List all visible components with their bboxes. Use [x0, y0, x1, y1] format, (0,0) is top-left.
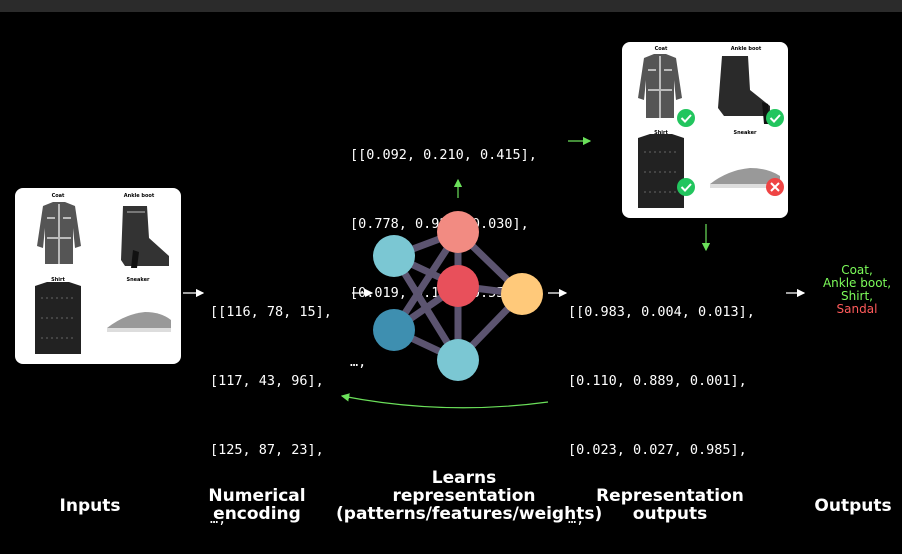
- prediction-ankle-boot: Ankle boot,: [822, 276, 892, 290]
- ankle-boot-image: [121, 206, 169, 268]
- output-row: …,: [568, 511, 585, 527]
- output-label-shirt: Shirt: [654, 130, 668, 136]
- check-icon: [677, 109, 695, 127]
- stage-line: (patterns/features/weights): [336, 504, 603, 524]
- stage-inputs: Inputs: [59, 496, 121, 516]
- encoding-row: [125, 87, 23],: [210, 442, 324, 458]
- network-node: [373, 235, 415, 277]
- prediction-coat: Coat,: [841, 263, 873, 277]
- output-label-sneaker: Sneaker: [733, 130, 757, 136]
- output-label-ankle-boot: Ankle boot: [730, 46, 762, 52]
- network-node: [437, 211, 479, 253]
- numerical-encoding-values: [[116, 78, 15], [117, 43, 96], [125, 87,…: [210, 255, 332, 554]
- check-icon: [766, 109, 784, 127]
- shirt-image: [638, 134, 684, 208]
- feedback-arrow: [340, 393, 549, 409]
- network-node: [437, 339, 479, 381]
- prediction-sandal: Sandal: [836, 302, 878, 316]
- input-image-card: Coat Ankle boot Shirt Sneaker: [15, 188, 181, 364]
- output-row: [0.023, 0.027, 0.985],: [568, 442, 747, 458]
- coat-image: [37, 202, 81, 264]
- stage-representation-outputs: Representation outputs: [596, 487, 744, 523]
- sneaker-image: [710, 168, 780, 188]
- stage-line: Representation: [596, 486, 744, 506]
- stage-learns-representation: Learns representation (patterns/features…: [336, 468, 603, 524]
- prediction-list: Coat, Ankle boot, Shirt, Sandal: [812, 264, 902, 316]
- weights-row: [[0.092, 0.210, 0.415],: [350, 147, 537, 163]
- input-label-coat: Coat: [51, 193, 65, 199]
- output-row: [0.110, 0.889, 0.001],: [568, 373, 747, 389]
- output-row: [[0.983, 0.004, 0.013],: [568, 304, 755, 320]
- stage-line: outputs: [632, 504, 708, 524]
- coat-image: [638, 54, 682, 118]
- stage-line: representation: [392, 486, 536, 506]
- input-label-sneaker: Sneaker: [126, 277, 150, 283]
- check-icon: [677, 178, 695, 196]
- stage-line: encoding: [213, 504, 301, 524]
- cross-icon: [766, 178, 784, 196]
- diagram-graphics: [183, 136, 806, 409]
- output-images: [638, 54, 784, 208]
- stage-numerical-encoding: Numerical encoding: [196, 487, 318, 523]
- network-node: [373, 309, 415, 351]
- encoding-row: …,: [210, 511, 227, 527]
- prediction-shirt: Shirt,: [840, 289, 873, 303]
- stage-outputs: Outputs: [814, 496, 892, 516]
- representation-output-values: [[0.983, 0.004, 0.013], [0.110, 0.889, 0…: [568, 255, 755, 554]
- encoding-row: [117, 43, 96],: [210, 373, 324, 389]
- shirt-image: [35, 282, 81, 354]
- sneaker-image: [107, 312, 171, 332]
- input-images: [35, 202, 171, 354]
- network-node: [501, 273, 543, 315]
- output-image-card: Coat Ankle boot Shirt Sneaker: [622, 42, 788, 218]
- stage-line: Learns: [431, 468, 497, 488]
- weights-row: …,: [350, 354, 367, 370]
- input-label-ankle-boot: Ankle boot: [123, 193, 155, 199]
- encoding-row: [[116, 78, 15],: [210, 304, 332, 320]
- top-bar: [0, 0, 902, 12]
- network-node: [437, 265, 479, 307]
- output-label-coat: Coat: [654, 46, 668, 52]
- stage-line: Numerical: [208, 486, 306, 506]
- input-label-shirt: Shirt: [51, 277, 65, 283]
